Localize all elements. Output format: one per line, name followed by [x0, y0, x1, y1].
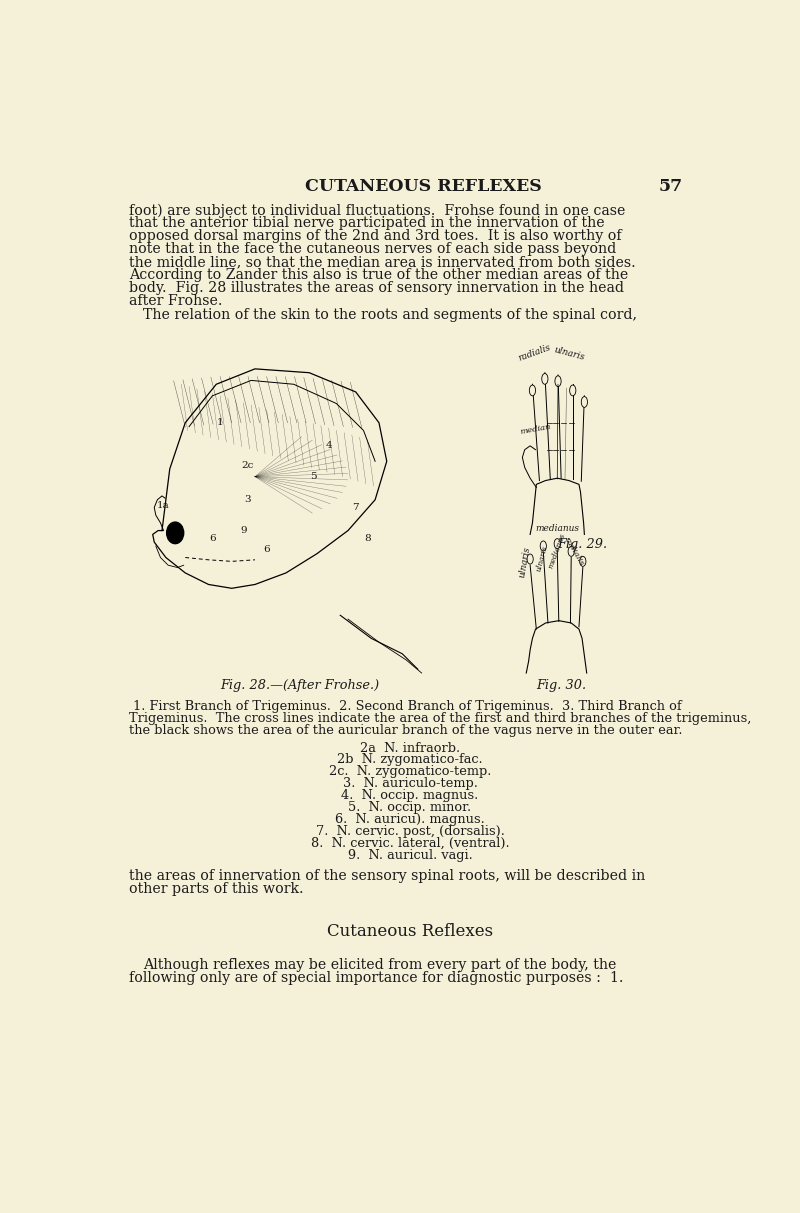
Text: Fig. 30.: Fig. 30.	[536, 679, 586, 693]
Ellipse shape	[568, 546, 574, 557]
Text: radialis: radialis	[517, 343, 551, 363]
Text: 1. First Branch of Trigeminus.  2. Second Branch of Trigeminus.  3. Third Branch: 1. First Branch of Trigeminus. 2. Second…	[133, 700, 681, 713]
Text: medianus: medianus	[535, 524, 579, 533]
Text: the black shows the area of the auricular branch of the vagus nerve in the outer: the black shows the area of the auricula…	[130, 724, 683, 736]
Text: 6: 6	[263, 546, 270, 554]
Ellipse shape	[530, 385, 535, 395]
Text: 8: 8	[364, 534, 370, 542]
Text: after Frohse.: after Frohse.	[130, 294, 223, 308]
Text: Trigeminus.  The cross lines indicate the area of the first and third branches o: Trigeminus. The cross lines indicate the…	[130, 712, 752, 725]
Text: 57: 57	[658, 178, 683, 195]
Text: ulnaris: ulnaris	[553, 344, 586, 361]
Text: 5: 5	[310, 472, 317, 482]
Text: 8.  N. cervic. lateral, (ventral).: 8. N. cervic. lateral, (ventral).	[310, 837, 510, 850]
Text: opposed dorsal margins of the 2nd and 3rd toes.  It is also worthy of: opposed dorsal margins of the 2nd and 3r…	[130, 229, 622, 243]
Text: 2b  N. zygomatico-fac.: 2b N. zygomatico-fac.	[337, 753, 483, 767]
Ellipse shape	[554, 539, 560, 548]
Ellipse shape	[582, 397, 587, 408]
Text: Although reflexes may be elicited from every part of the body, the: Although reflexes may be elicited from e…	[143, 958, 617, 972]
Text: CUTANEOUS REFLEXES: CUTANEOUS REFLEXES	[306, 178, 542, 195]
Text: Cutaneous Reflexes: Cutaneous Reflexes	[327, 923, 493, 940]
Ellipse shape	[570, 385, 576, 395]
Text: following only are of special importance for diagnostic purposes :  1.: following only are of special importance…	[130, 970, 624, 985]
Text: the areas of innervation of the sensory spinal roots, will be described in: the areas of innervation of the sensory …	[130, 870, 646, 883]
Text: 6: 6	[209, 534, 216, 542]
Ellipse shape	[542, 374, 548, 385]
Text: median: median	[519, 423, 552, 437]
Text: body.  Fig. 28 illustrates the areas of sensory innervation in the head: body. Fig. 28 illustrates the areas of s…	[130, 281, 625, 295]
Text: note that in the face the cutaneous nerves of each side pass beyond: note that in the face the cutaneous nerv…	[130, 243, 617, 256]
Text: 2c.  N. zygomatico-temp.: 2c. N. zygomatico-temp.	[329, 765, 491, 779]
Ellipse shape	[166, 522, 184, 543]
Text: The relation of the skin to the roots and segments of the spinal cord,: The relation of the skin to the roots an…	[143, 308, 638, 323]
Text: ulnaris: ulnaris	[534, 545, 549, 573]
Text: 1a: 1a	[157, 501, 170, 511]
Text: ulnaris: ulnaris	[518, 546, 532, 579]
Text: that the anterior tibial nerve participated in the innervation of the: that the anterior tibial nerve participa…	[130, 216, 605, 230]
Text: 5.  N. occip. minor.: 5. N. occip. minor.	[349, 802, 471, 814]
Text: Fig. 28.—(After Frohse.): Fig. 28.—(After Frohse.)	[220, 679, 379, 693]
Text: 1: 1	[217, 418, 223, 427]
Ellipse shape	[580, 557, 586, 566]
Text: radialis: radialis	[563, 536, 586, 568]
Text: 3: 3	[244, 495, 250, 505]
Ellipse shape	[527, 554, 534, 564]
Text: 4: 4	[326, 442, 332, 450]
Text: 9: 9	[240, 526, 246, 535]
Text: 9.  N. auricul. vagi.: 9. N. auricul. vagi.	[348, 849, 472, 862]
Ellipse shape	[540, 541, 546, 551]
Text: 3.  N. auriculo-temp.: 3. N. auriculo-temp.	[342, 778, 478, 791]
Text: Fig. 29.: Fig. 29.	[558, 539, 607, 551]
Text: 6.  N. auricu). magnus.: 6. N. auricu). magnus.	[335, 813, 485, 826]
Text: other parts of this work.: other parts of this work.	[130, 882, 304, 896]
Text: foot) are subject to individual fluctuations.  Frohse found in one case: foot) are subject to individual fluctuat…	[130, 204, 626, 217]
Text: 7: 7	[353, 503, 359, 512]
Ellipse shape	[555, 376, 561, 387]
Text: medianus: medianus	[547, 531, 567, 570]
Text: According to Zander this also is true of the other median areas of the: According to Zander this also is true of…	[130, 268, 629, 281]
Text: 2c: 2c	[241, 461, 254, 469]
Text: 4.  N. occip. magnus.: 4. N. occip. magnus.	[342, 790, 478, 802]
Text: the middle line, so that the median area is innervated from both sides.: the middle line, so that the median area…	[130, 255, 636, 269]
Text: 7.  N. cervic. post, (dorsalis).: 7. N. cervic. post, (dorsalis).	[315, 825, 505, 838]
Text: 2a  N. infraorb.: 2a N. infraorb.	[360, 741, 460, 754]
